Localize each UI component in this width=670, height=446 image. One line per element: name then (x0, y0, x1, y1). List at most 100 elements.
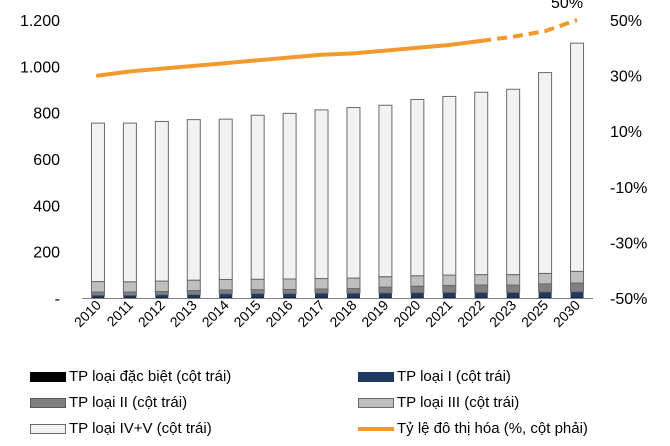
bar-segment (443, 292, 456, 297)
bar-segment (411, 286, 424, 292)
legend-item-type-2: TP loại II (cột trái) (30, 394, 187, 411)
left-axis-tick-label: 400 (33, 198, 60, 215)
legend-label: TP loại I (cột trái) (397, 368, 511, 385)
bar-segment (123, 282, 136, 292)
urbanization-line-solid (98, 41, 481, 76)
last-value-annotation: 50% (551, 0, 583, 12)
legend-line-swatch (358, 427, 394, 431)
left-axis-tick-label: 600 (33, 152, 60, 169)
bar-segment (507, 292, 520, 297)
bar-segment (411, 293, 424, 298)
legend-item-special-city: TP loại đặc biệt (cột trái) (30, 368, 231, 385)
bar-segment (283, 279, 296, 289)
x-axis-tick-label: 2030 (550, 297, 583, 330)
bar-segment (411, 99, 424, 275)
bar-segment (123, 123, 136, 282)
bar-segment (91, 123, 104, 281)
bar-segment (219, 119, 232, 279)
bar-segment (571, 292, 584, 298)
x-axis-tick-label: 2019 (358, 297, 391, 330)
bar-segment (443, 285, 456, 292)
legend-item-type-4-5: TP loại IV+V (cột trái) (30, 420, 212, 437)
right-axis-tick-label: -50% (610, 291, 647, 308)
bar-segment (315, 293, 328, 297)
right-axis-tick-label: 10% (610, 124, 642, 141)
bar-segment (443, 275, 456, 285)
left-axis-tick-label: 800 (33, 106, 60, 123)
bar-segment (539, 292, 552, 298)
legend-swatch (30, 398, 66, 408)
bar-segment (379, 293, 392, 298)
bar-segment (507, 275, 520, 285)
bar-segment (283, 294, 296, 298)
bar-segment (539, 284, 552, 292)
bar-segment (347, 278, 360, 288)
bar-segment (219, 290, 232, 294)
bar-segment (251, 279, 264, 289)
chart: - 200 400 600 800 1.000 1.200 -50% -30% -10% 10% 30… (0, 0, 670, 370)
bar-segment (187, 280, 200, 290)
bar-segment (347, 293, 360, 297)
bar-segment (251, 115, 264, 279)
bar-segment (187, 120, 200, 281)
bar-segment (155, 281, 168, 291)
bar-segment (283, 113, 296, 279)
right-axis-tick-label: 30% (610, 69, 642, 86)
left-axis-tick-label: 200 (33, 245, 60, 262)
left-axis-tick-label: 1.000 (20, 59, 60, 76)
bar-segment (571, 271, 584, 283)
legend-item-urbanization-rate: Tỷ lệ đô thị hóa (%, cột phải) (358, 420, 588, 437)
bar-segment (347, 108, 360, 279)
bar-segment (91, 282, 104, 292)
x-axis-tick-label: 2012 (135, 297, 168, 330)
bar-segment (539, 273, 552, 283)
right-axis-tick-label: -30% (610, 235, 647, 252)
x-axis-tick-label: 2011 (103, 297, 136, 330)
x-axis-tick-label: 2017 (294, 297, 327, 330)
x-axis-tick-label: 2014 (198, 297, 231, 330)
bar-segment (155, 121, 168, 281)
legend-label: TP loại II (cột trái) (69, 394, 187, 411)
bar-segment (347, 289, 360, 294)
x-axis-tick-label: 2023 (486, 297, 519, 330)
bar-segment (571, 43, 584, 271)
x-axis-tick-label: 2025 (518, 297, 551, 330)
legend-swatch (30, 424, 66, 434)
bar-segment (283, 289, 296, 293)
x-axis-tick-label: 2010 (71, 297, 104, 330)
legend-label: TP loại III (cột trái) (397, 394, 519, 411)
x-axis-tick-label: 2020 (390, 297, 423, 330)
bar-segment (219, 294, 232, 298)
urbanization-line-dashed (481, 20, 577, 41)
bar-segment (475, 292, 488, 297)
bar-segment (443, 96, 456, 275)
x-axis-tick-label: 2016 (262, 297, 295, 330)
legend-swatch (30, 372, 66, 382)
x-axis-tick-label: 2015 (230, 297, 263, 330)
legend-item-type-1: TP loại I (cột trái) (358, 368, 511, 385)
x-axis-tick-label: 2022 (454, 297, 487, 330)
bar-segment (251, 290, 264, 294)
x-axis-tick-label: 2018 (326, 297, 359, 330)
bar-segment (475, 285, 488, 292)
legend-item-type-3: TP loại III (cột trái) (358, 394, 519, 411)
left-axis-tick-label: 1.200 (20, 13, 60, 30)
bar-segment (251, 294, 264, 298)
x-axis-tick-label: 2021 (422, 297, 455, 330)
bar-segment (411, 276, 424, 286)
right-axis-tick-label: -10% (610, 180, 647, 197)
legend-label: TP loại IV+V (cột trái) (69, 420, 212, 437)
bar-segment (219, 279, 232, 289)
bar-segment (507, 285, 520, 292)
bar-segment (507, 89, 520, 274)
bar-segment (379, 287, 392, 293)
legend-swatch (358, 398, 394, 408)
bar-segment (539, 73, 552, 274)
bar-segment (475, 275, 488, 285)
bar-segment (379, 277, 392, 287)
bar-segment (475, 92, 488, 274)
bar-segment (315, 289, 328, 293)
bar-segment (315, 110, 328, 279)
legend-label: Tỷ lệ đô thị hóa (%, cột phải) (397, 420, 588, 437)
left-axis-tick-label: - (55, 291, 60, 308)
